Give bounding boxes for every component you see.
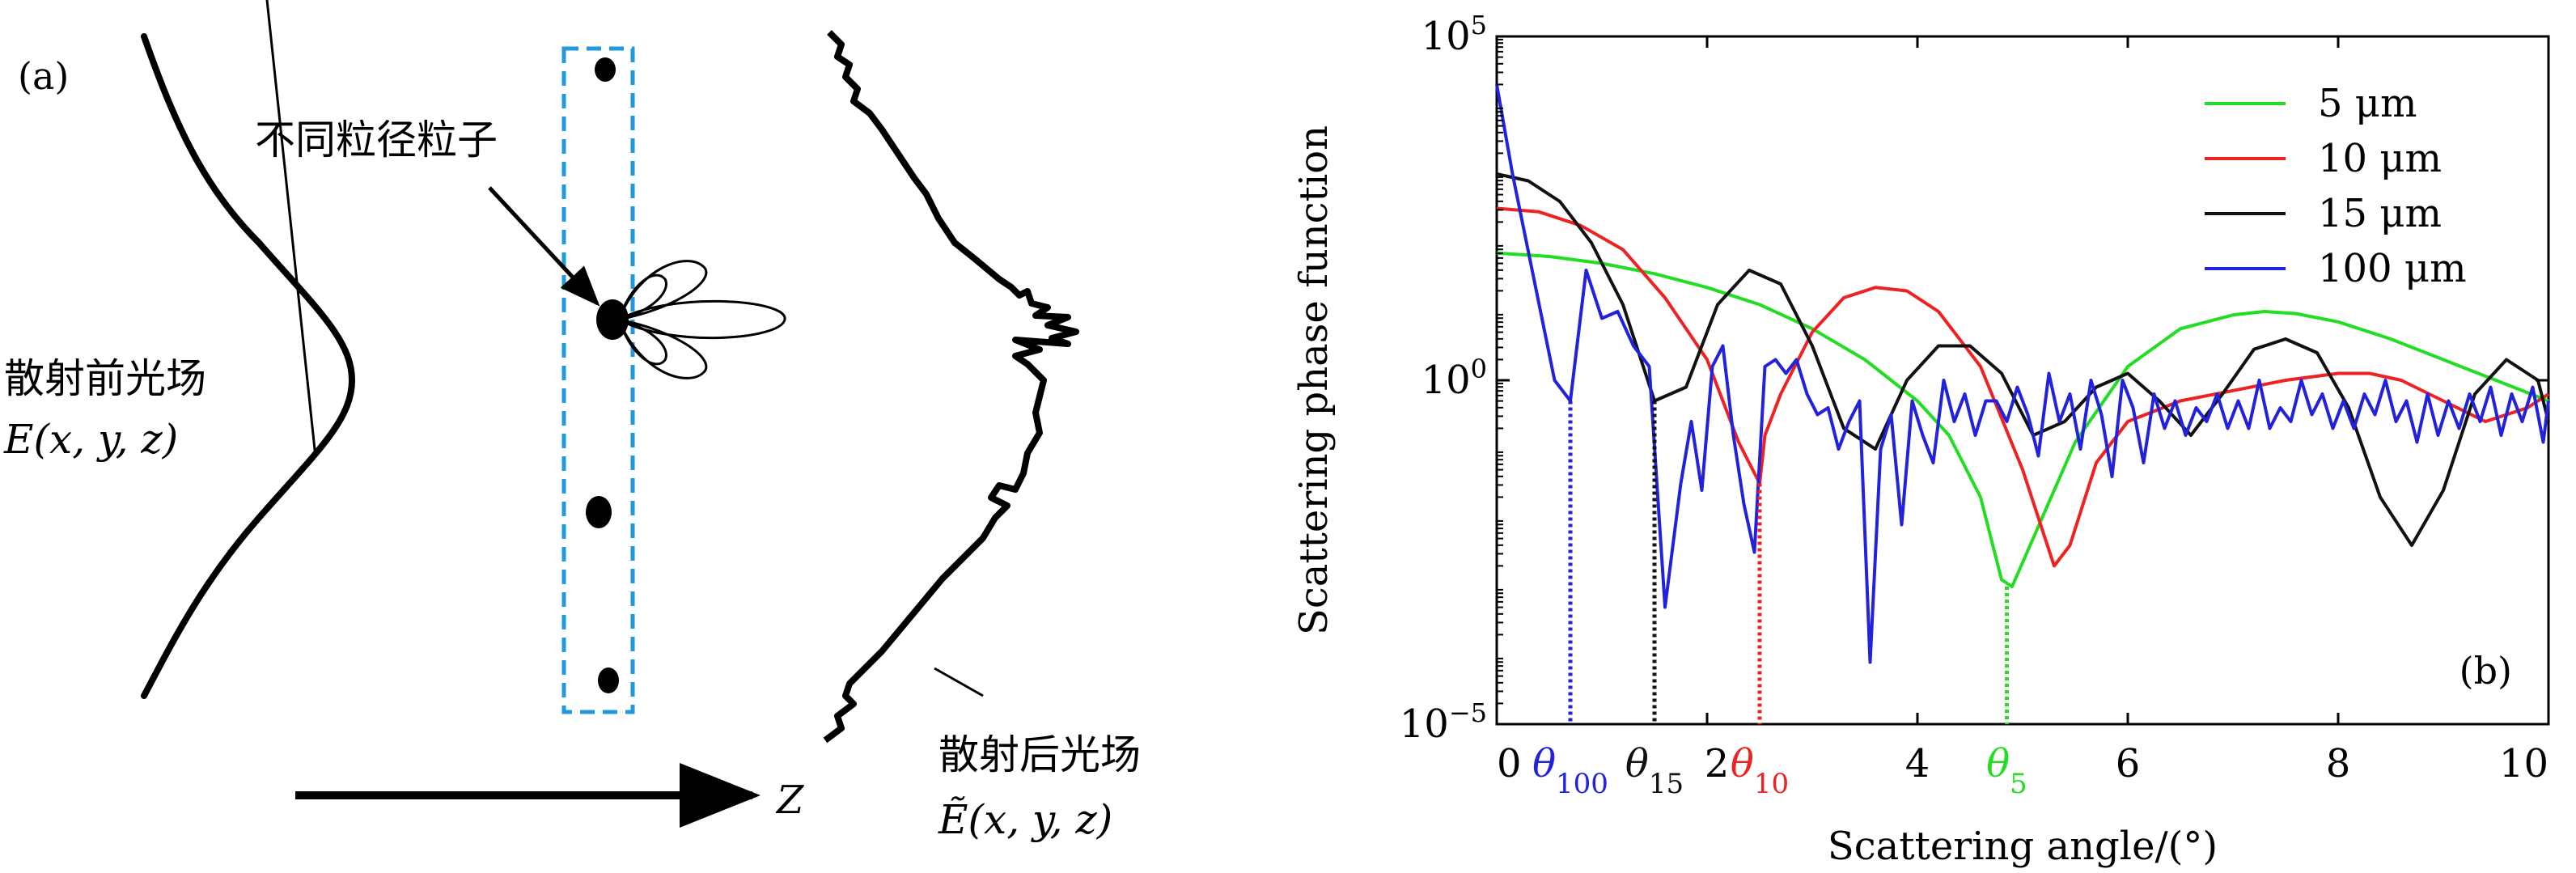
x-tick-label: 6 bbox=[2116, 741, 2141, 786]
incident-field-curve bbox=[141, 33, 356, 699]
after-label: 散射后光场 bbox=[938, 731, 1141, 778]
panel-b-label: (b) bbox=[2459, 649, 2512, 693]
chart-annotations: θ100 θ15 θ10 θ5 bbox=[1532, 400, 2027, 800]
x-tick-label: 2 bbox=[1705, 741, 1730, 786]
particles-label: 不同粒径粒子 bbox=[255, 117, 498, 163]
y-axis-label: Scattering phase function bbox=[1291, 125, 1337, 635]
incident-field-pointer bbox=[265, 0, 317, 458]
angle-marker-label: θ10 bbox=[1731, 741, 1789, 800]
legend-label: 100 μm bbox=[2318, 246, 2467, 291]
angle-marker-label: θ100 bbox=[1532, 741, 1608, 800]
x-tick-label: 10 bbox=[2499, 741, 2548, 786]
panel-a: (a) 散射前光场 E(x, y, z) 不同粒径粒子 散射后光场 Ẽ(x, y… bbox=[3, 0, 1141, 843]
scattered-field-pointer bbox=[934, 667, 984, 697]
scattered-field-curve bbox=[823, 30, 1079, 744]
panel-a-label: (a) bbox=[18, 54, 69, 98]
after-field: Ẽ(x, y, z) bbox=[938, 795, 1112, 843]
before-label: 散射前光场 bbox=[4, 355, 206, 402]
before-field: E(x, y, z) bbox=[3, 416, 178, 463]
x-axis-label: Scattering angle/(°) bbox=[1828, 824, 2218, 869]
series-line bbox=[1495, 84, 2550, 664]
legend-label: 15 μm bbox=[2318, 191, 2442, 236]
particle bbox=[598, 667, 619, 693]
particles-pointer bbox=[488, 186, 600, 307]
series-line bbox=[1496, 206, 2550, 568]
chart-series-lines bbox=[1495, 84, 2550, 664]
scattering-lobes bbox=[616, 260, 786, 379]
x-tick-label: 0 bbox=[1497, 741, 1522, 786]
angle-marker-label: θ15 bbox=[1625, 741, 1684, 800]
y-tick-label: 100 bbox=[1421, 354, 1487, 403]
particle bbox=[596, 299, 629, 340]
particle-box bbox=[561, 46, 635, 714]
legend-label: 5 μm bbox=[2318, 81, 2417, 126]
y-tick-label: 105 bbox=[1421, 10, 1487, 59]
chart: θ100 θ15 θ10 θ5 0 2 4 6 8 10 105 100 10−5 5 μm 10 μm… bbox=[1291, 10, 2550, 869]
x-tick-label: 4 bbox=[1905, 741, 1930, 786]
legend: 5 μm 10 μm 15 μm 100 μm bbox=[2205, 81, 2467, 291]
particle bbox=[595, 57, 616, 82]
series-line bbox=[1496, 251, 2549, 588]
legend-label: 10 μm bbox=[2318, 136, 2442, 181]
axis-z-label: Z bbox=[775, 778, 805, 823]
particle bbox=[586, 496, 612, 528]
angle-marker-label: θ5 bbox=[1986, 741, 2027, 800]
x-tick-label: 8 bbox=[2326, 741, 2351, 786]
y-tick-label: 10−5 bbox=[1400, 697, 1487, 747]
